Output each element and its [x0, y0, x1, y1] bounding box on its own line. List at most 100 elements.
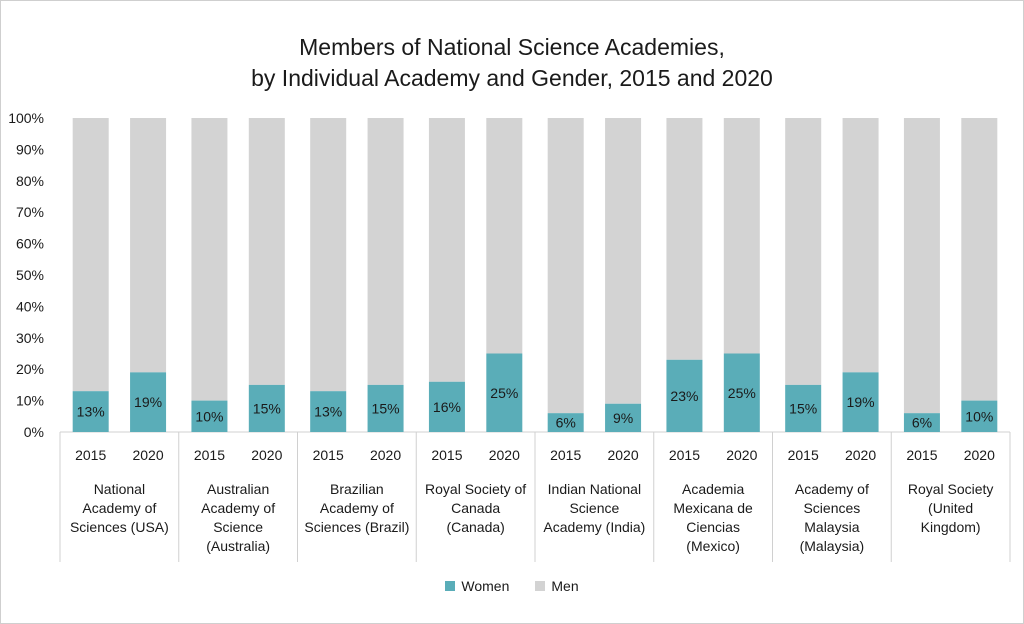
- bar-data-label: 19%: [847, 394, 875, 410]
- bar-men-segment: [72, 118, 109, 392]
- y-tick-label: 40%: [16, 298, 44, 314]
- y-tick-label: 60%: [16, 236, 44, 252]
- y-tick-label: 0%: [24, 424, 44, 440]
- y-tick-label: 10%: [16, 393, 44, 409]
- bar-men-segment: [785, 118, 822, 385]
- bar-women-segment: [547, 413, 584, 432]
- bar-data-label: 15%: [372, 400, 400, 416]
- bar-data-label: 6%: [912, 415, 932, 431]
- bar-women-segment: [428, 381, 465, 432]
- x-category-label: Royal Society (United Kingdom): [908, 481, 994, 535]
- legend-swatch-women: [445, 581, 456, 591]
- y-tick-label: 30%: [16, 330, 44, 346]
- legend-swatch-men: [535, 581, 546, 591]
- x-year-label: 2020: [132, 447, 163, 463]
- x-category-label-line: Royal Society of: [425, 481, 526, 497]
- x-category-label-line: (Mexico): [686, 538, 740, 554]
- bar-data-label: 25%: [490, 385, 518, 401]
- x-category-label-line: Indian National: [548, 481, 641, 497]
- x-category-label-line: Science: [213, 519, 263, 535]
- x-category-label-line: Academy of: [320, 500, 394, 516]
- bar-women-segment: [961, 400, 998, 432]
- x-category-label: Academia Mexicana de Ciencias (Mexico): [673, 481, 753, 554]
- bar-women-segment: [842, 372, 879, 432]
- x-category-label-line: National: [94, 481, 145, 497]
- x-category-label-line: (Canada): [446, 519, 504, 535]
- x-category-label-line: (Malaysia): [800, 538, 865, 554]
- x-year-label: 2015: [906, 447, 937, 463]
- bar-women-segment: [72, 391, 109, 432]
- bar-men-segment: [428, 118, 465, 382]
- bar-women-segment: [191, 400, 228, 432]
- bar-men-segment: [191, 118, 228, 401]
- x-category-label-line: Mexicana de: [673, 500, 753, 516]
- x-category-label-line: Sciences (Brazil): [304, 519, 409, 535]
- x-category-label-line: Canada: [451, 500, 500, 516]
- bar-men-segment: [605, 118, 642, 404]
- bar-data-label: 9%: [613, 410, 633, 426]
- x-category-label-line: Academy (India): [543, 519, 645, 535]
- x-year-label: 2020: [964, 447, 995, 463]
- bar-women-segment: [723, 353, 760, 432]
- bar-women-segment: [310, 391, 347, 432]
- bar-data-label: 25%: [728, 385, 756, 401]
- x-year-label: 2015: [669, 447, 700, 463]
- bar-men-segment: [666, 118, 703, 360]
- x-category-label: Brazilian Academy of Sciences (Brazil): [304, 481, 409, 535]
- x-category-label: Indian National Science Academy (India): [543, 481, 645, 535]
- bar-women-segment: [903, 413, 940, 432]
- x-year-label: 2015: [550, 447, 581, 463]
- legend-label-women: Women: [461, 578, 510, 594]
- bar-data-label: 15%: [253, 400, 281, 416]
- bar-men-segment: [842, 118, 879, 373]
- x-category-label-line: (Australia): [206, 538, 270, 554]
- bar-men-segment: [130, 118, 167, 373]
- bar-men-segment: [961, 118, 998, 401]
- x-year-label: 2015: [788, 447, 819, 463]
- x-category-label-line: Royal Society: [908, 481, 994, 497]
- bar-data-label: 19%: [134, 394, 162, 410]
- legend-item-men: Men: [535, 578, 579, 594]
- x-category-label-line: Sciences: [803, 500, 860, 516]
- x-year-label: 2020: [251, 447, 282, 463]
- y-tick-label: 70%: [16, 204, 44, 220]
- x-year-label: 2020: [370, 447, 401, 463]
- x-year-label: 2020: [845, 447, 876, 463]
- bar-men-segment: [248, 118, 285, 385]
- bar-men-segment: [723, 118, 760, 354]
- bar-data-label: 6%: [556, 415, 576, 431]
- chart-title-line-1: Members of National Science Academies,: [299, 34, 725, 60]
- bar-women-segment: [605, 403, 642, 432]
- x-category-label-line: Academia: [682, 481, 744, 497]
- bar-women-segment: [666, 359, 703, 432]
- x-category-label-line: Academy of: [201, 500, 275, 516]
- chart-legend: Women Men: [0, 578, 1024, 594]
- y-tick-label: 100%: [8, 110, 44, 126]
- bar-women-segment: [130, 372, 167, 432]
- legend-label-men: Men: [551, 578, 579, 594]
- legend-item-women: Women: [445, 578, 509, 594]
- x-category-label: Academy of Sciences Malaysia (Malaysia): [795, 481, 869, 554]
- x-category-label: Australian Academy of Science (Australia): [201, 481, 275, 554]
- x-year-label: 2020: [607, 447, 638, 463]
- x-category-label-line: Malaysia: [804, 519, 859, 535]
- x-year-label: 2015: [313, 447, 344, 463]
- bar-women-segment: [248, 384, 285, 432]
- x-category-label-line: Sciences (USA): [70, 519, 169, 535]
- bar-men-segment: [903, 118, 940, 414]
- bar-women-segment: [486, 353, 523, 432]
- x-year-label: 2015: [75, 447, 106, 463]
- y-tick-label: 80%: [16, 173, 44, 189]
- x-year-label: 2020: [726, 447, 757, 463]
- x-year-label: 2020: [489, 447, 520, 463]
- x-category-label-line: Science: [569, 500, 619, 516]
- x-category-label: Royal Society of Canada (Canada): [425, 481, 526, 535]
- x-year-label: 2015: [431, 447, 462, 463]
- y-tick-label: 50%: [16, 267, 44, 283]
- bar-data-label: 10%: [965, 408, 993, 424]
- x-category-label: National Academy of Sciences (USA): [70, 481, 169, 535]
- bar-data-label: 10%: [195, 408, 223, 424]
- x-year-label: 2015: [194, 447, 225, 463]
- bar-data-label: 23%: [670, 388, 698, 404]
